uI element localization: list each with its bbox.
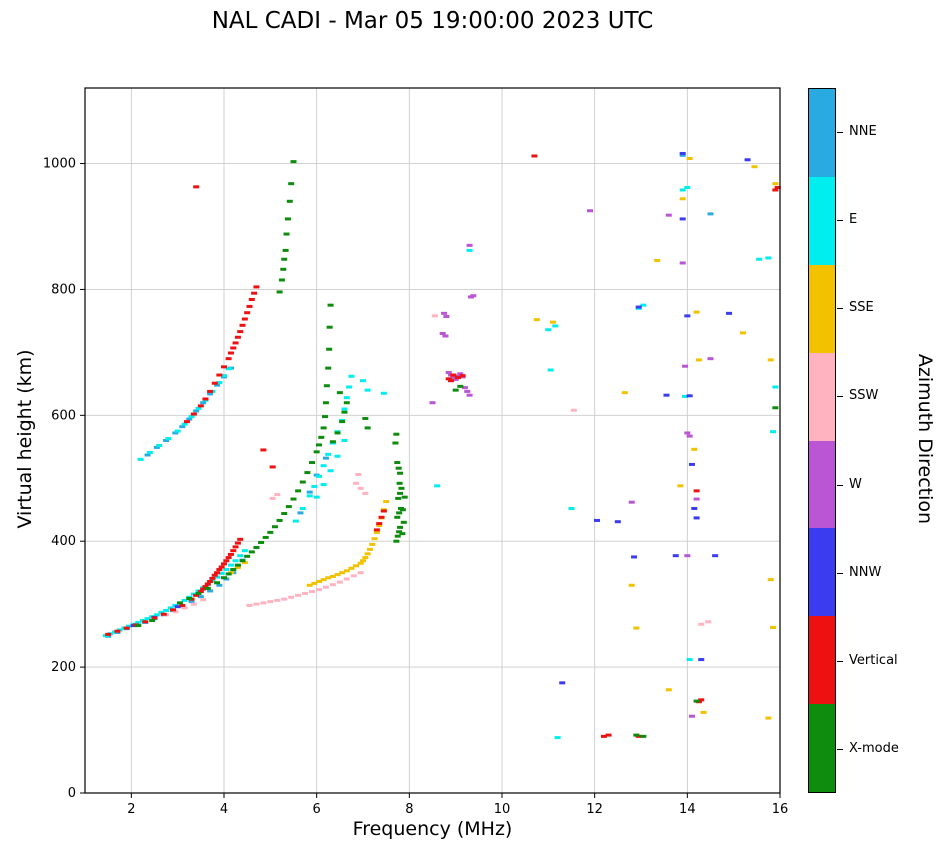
- colorbar-label-nne: NNE: [849, 124, 877, 139]
- colorbar-label-ssw: SSW: [849, 388, 879, 403]
- svg-text:12: 12: [586, 802, 603, 817]
- svg-text:400: 400: [51, 534, 76, 549]
- svg-text:6: 6: [313, 802, 321, 817]
- series-vertical: [105, 154, 781, 738]
- colorbar-label-x-mode: X-mode: [849, 741, 899, 756]
- x-axis-label: Frequency (MHz): [352, 818, 513, 840]
- colorbar-tick: [837, 749, 843, 750]
- colorbar-segment-nne: [809, 89, 835, 177]
- series-sse: [227, 157, 779, 720]
- colorbar-segment-nnw: [809, 528, 835, 617]
- colorbar-label-nnw: NNW: [849, 565, 882, 580]
- series-x-mode: [135, 160, 779, 738]
- chart-title: NAL CADI - Mar 05 19:00:00 2023 UTC: [211, 8, 654, 34]
- colorbar-label-e: E: [849, 212, 858, 227]
- svg-text:10: 10: [494, 802, 511, 817]
- colorbar-segment-w: [809, 440, 835, 529]
- svg-text:800: 800: [51, 282, 76, 297]
- y-axis-label: Virtual height (km): [14, 349, 36, 529]
- plot-background: [85, 88, 780, 793]
- svg-text:16: 16: [772, 802, 789, 817]
- colorbar-label-vertical: Vertical: [849, 653, 898, 668]
- colorbar-label-sse: SSE: [849, 300, 874, 315]
- colorbar-segment-vertical: [809, 616, 835, 705]
- svg-text:0: 0: [68, 786, 76, 801]
- colorbar-tick: [837, 573, 843, 574]
- colorbar-segment-x-mode: [809, 704, 835, 792]
- colorbar-tick: [837, 220, 843, 221]
- colorbar-segment-e: [809, 176, 835, 265]
- tick-labels: 2 4 6 8 10 12 14 16 0 200 400 600 800 1000: [43, 157, 788, 817]
- plot-border: [84, 87, 781, 794]
- axis-ticks: [80, 163, 781, 798]
- svg-text:14: 14: [679, 802, 696, 817]
- colorbar-tick: [837, 396, 843, 397]
- colorbar-title: Azimuth Direction: [914, 353, 936, 525]
- colorbar-segment-sse: [809, 264, 835, 353]
- svg-text:200: 200: [51, 660, 76, 675]
- colorbar-segment-ssw: [809, 352, 835, 441]
- colorbar-tick: [837, 308, 843, 309]
- svg-text:1000: 1000: [43, 157, 76, 172]
- colorbar-tick: [837, 485, 843, 486]
- svg-text:2: 2: [127, 802, 135, 817]
- colorbar-label-w: W: [849, 477, 862, 492]
- svg-text:8: 8: [405, 802, 413, 817]
- svg-text:4: 4: [220, 802, 228, 817]
- colorbar-tick: [837, 661, 843, 662]
- svg-text:600: 600: [51, 408, 76, 423]
- colorbar-tick: [837, 132, 843, 133]
- series-ssw: [163, 314, 712, 626]
- colorbar: [808, 88, 836, 793]
